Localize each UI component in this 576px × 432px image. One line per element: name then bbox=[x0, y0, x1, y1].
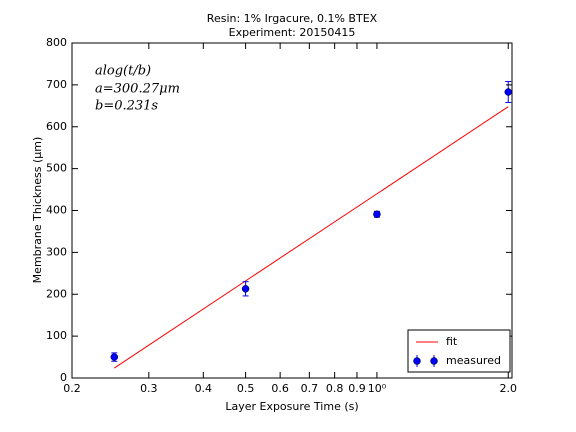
x-tick-label: 2.0 bbox=[499, 382, 517, 395]
chart-title: Resin: 1% Irgacure, 0.1% BTEX bbox=[207, 12, 378, 25]
x-tick-label: 0.5 bbox=[237, 382, 255, 395]
annotation: b=0.231s bbox=[95, 99, 158, 114]
data-point bbox=[241, 285, 250, 293]
y-tick-label: 100 bbox=[46, 329, 67, 342]
y-tick-label: 500 bbox=[46, 162, 67, 175]
x-tick-label: 0.2 bbox=[63, 382, 81, 395]
annotation: alog(t/b) bbox=[95, 64, 151, 79]
x-tick-label: 0.6 bbox=[271, 382, 289, 395]
legend-label: fit bbox=[446, 335, 458, 348]
legend-swatch bbox=[413, 357, 421, 365]
x-tick-label: 10⁰ bbox=[368, 382, 387, 395]
x-tick-label: 0.3 bbox=[140, 382, 158, 395]
data-point bbox=[373, 210, 381, 219]
y-tick-label: 600 bbox=[46, 120, 67, 133]
y-tick-label: 0 bbox=[60, 371, 67, 384]
y-axis-label: Membrane Thickness (μm) bbox=[31, 137, 44, 284]
data-point bbox=[504, 88, 512, 96]
x-tick-label: 0.4 bbox=[195, 382, 213, 395]
x-axis-label: Layer Exposure Time (s) bbox=[225, 400, 358, 413]
y-tick-label: 200 bbox=[46, 287, 67, 300]
annotation: a=300.27μm bbox=[95, 82, 180, 97]
x-tick-label: 0.9 bbox=[348, 382, 366, 395]
y-tick-label: 300 bbox=[46, 245, 67, 258]
y-tick-label: 400 bbox=[46, 204, 67, 217]
chart-title: Experiment: 20150415 bbox=[229, 26, 356, 39]
legend-label: measured bbox=[446, 354, 501, 367]
y-tick-label: 700 bbox=[46, 78, 67, 91]
x-tick-label: 0.7 bbox=[301, 382, 319, 395]
legend-box bbox=[407, 329, 511, 373]
data-point bbox=[110, 353, 119, 361]
y-tick-label: 800 bbox=[46, 36, 67, 49]
x-tick-label: 0.8 bbox=[326, 382, 344, 395]
legend-swatch bbox=[430, 357, 438, 365]
fit-line bbox=[114, 106, 509, 369]
